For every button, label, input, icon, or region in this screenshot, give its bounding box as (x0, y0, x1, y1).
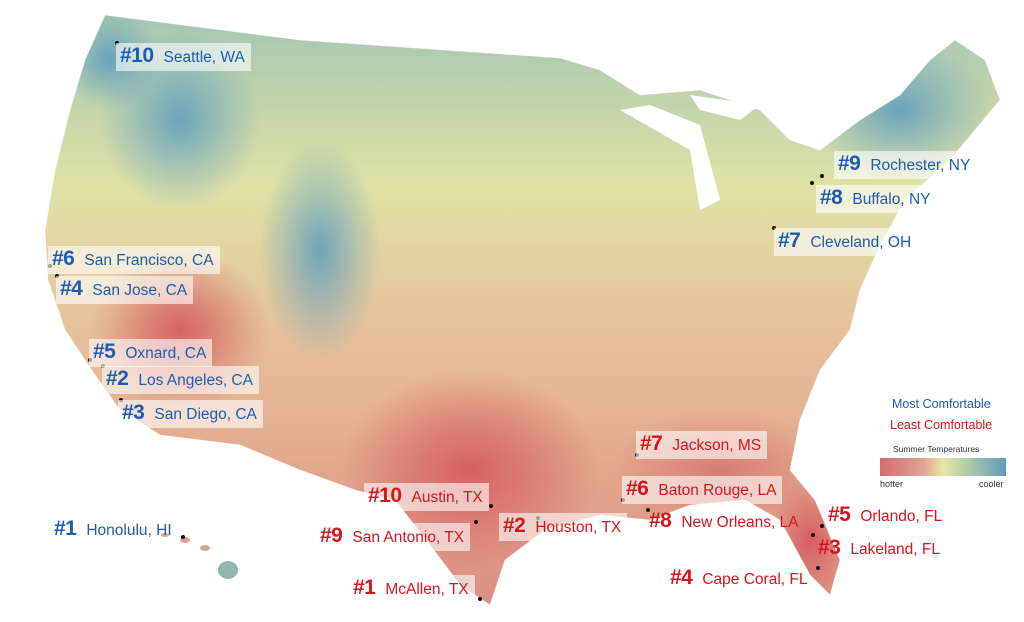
rank: #7 (778, 229, 801, 252)
rank: #1 (353, 576, 376, 599)
label-houston: #2 Houston, TX (499, 513, 628, 541)
label-san-antonio: #9 San Antonio, TX (316, 523, 471, 551)
label-lakeland: #3 Lakeland, FL (814, 535, 946, 563)
city: Buffalo, NY (852, 191, 931, 208)
legend-color-scale (880, 458, 1006, 476)
lakeland-marker (811, 533, 815, 537)
rank: #3 (818, 536, 841, 559)
label-austin: #10 Austin, TX (364, 483, 489, 511)
label-orlando: #5 Orlando, FL (824, 502, 948, 530)
rank: #8 (649, 509, 672, 532)
city: San Francisco, CA (84, 252, 214, 269)
orlando-marker (820, 524, 824, 528)
rank: #1 (54, 517, 77, 540)
label-honolulu: #1 Honolulu, HI (50, 516, 178, 544)
san-antonio-marker (474, 520, 478, 524)
rank: #2 (503, 514, 526, 537)
lake-superior (690, 95, 760, 120)
austin-marker (489, 504, 493, 508)
rank: #10 (120, 44, 154, 67)
label-oxnard: #5 Oxnard, CA (89, 339, 213, 367)
cape-coral-marker (816, 566, 820, 570)
legend-title: Summer Temperatures (893, 444, 980, 454)
city: San Jose, CA (92, 282, 188, 299)
city: San Diego, CA (154, 406, 257, 423)
city: Orlando, FL (860, 508, 943, 525)
city: Cape Coral, FL (702, 571, 808, 588)
rank: #8 (820, 186, 843, 209)
rank: #5 (828, 503, 851, 526)
legend-most-comfortable: Most Comfortable (892, 397, 991, 411)
city: Jackson, MS (672, 437, 762, 454)
label-jackson: #7 Jackson, MS (636, 431, 768, 459)
rank: #5 (93, 340, 116, 363)
lake-michigan (620, 105, 720, 210)
city: Rochester, NY (870, 157, 971, 174)
city: San Antonio, TX (352, 529, 465, 546)
rank: #9 (838, 152, 861, 175)
rank: #7 (640, 432, 663, 455)
buffalo-marker (810, 181, 814, 185)
rank: #6 (52, 247, 75, 270)
rank: #3 (122, 401, 145, 424)
new-orleans-marker (646, 508, 650, 512)
city: Lakeland, FL (850, 541, 940, 558)
hawaii-islands (161, 533, 238, 579)
label-los-angeles: #2 Los Angeles, CA (102, 366, 259, 394)
city: Honolulu, HI (86, 522, 172, 539)
mcallen-marker (478, 597, 482, 601)
city: McAllen, TX (385, 581, 469, 598)
label-san-francisco: #6 San Francisco, CA (48, 246, 220, 274)
label-mcallen: #1 McAllen, TX (349, 575, 475, 603)
rank: #2 (106, 367, 129, 390)
label-san-diego: #3 San Diego, CA (118, 400, 263, 428)
legend-hotter: hotter (880, 479, 904, 489)
legend-cooler: cooler (979, 479, 1004, 489)
city: Austin, TX (411, 489, 483, 506)
city: Los Angeles, CA (138, 372, 253, 389)
honolulu-marker (181, 535, 185, 539)
city: Cleveland, OH (810, 234, 912, 251)
label-buffalo: #8 Buffalo, NY (816, 185, 937, 213)
rank: #6 (626, 477, 649, 500)
city: New Orleans, LA (681, 514, 799, 531)
label-seattle: #10 Seattle, WA (116, 43, 251, 71)
rank: #10 (368, 484, 402, 507)
legend-least-comfortable: Least Comfortable (890, 418, 993, 432)
city: Houston, TX (535, 519, 622, 536)
rochester-marker (820, 174, 824, 178)
rank: #9 (320, 524, 343, 547)
city: Seattle, WA (163, 49, 245, 66)
rank: #4 (670, 566, 693, 589)
label-rochester: #9 Rochester, NY (834, 151, 977, 179)
label-cape-coral: #4 Cape Coral, FL (666, 565, 813, 593)
label-baton-rouge: #6 Baton Rouge, LA (622, 476, 783, 504)
rank: #4 (60, 277, 83, 300)
label-san-jose: #4 San Jose, CA (56, 276, 194, 304)
label-new-orleans: #8 New Orleans, LA (645, 508, 805, 536)
label-cleveland: #7 Cleveland, OH (774, 228, 918, 256)
city: Oxnard, CA (125, 345, 207, 362)
city: Baton Rouge, LA (658, 482, 777, 499)
